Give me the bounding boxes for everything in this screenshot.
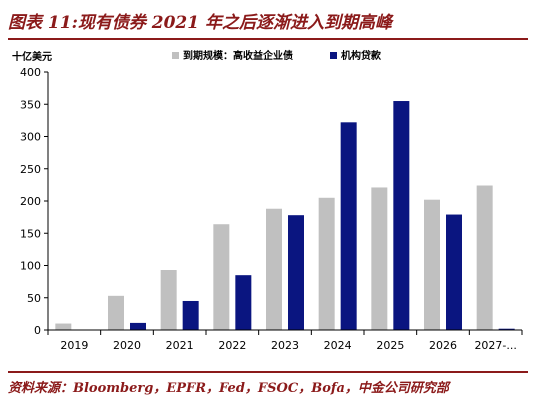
bar-high-yield bbox=[476, 185, 493, 330]
bar-high-yield bbox=[160, 270, 177, 330]
legend-swatch bbox=[172, 52, 179, 59]
x-tick-label: 2025 bbox=[376, 339, 404, 352]
y-tick-label: 400 bbox=[20, 66, 41, 79]
bar-high-yield bbox=[266, 208, 282, 330]
x-tick-label: 2022 bbox=[218, 339, 246, 352]
x-tick-label: 2024 bbox=[324, 339, 352, 352]
bar-high-yield bbox=[213, 224, 230, 330]
legend-label: 机构贷款 bbox=[341, 49, 382, 62]
bar-chart: 十亿美元 到期规模：高收益企业债 机构贷款 0 50 100 150 200 250 300 3… bbox=[12, 49, 523, 352]
y-axis: 0 50 100 150 200 250 300 350 400 bbox=[20, 66, 49, 337]
legend-label: 到期规模：高收益企业债 bbox=[183, 49, 293, 62]
chart-title: 图表 11:现有债券 2021 年之后逐渐进入到期高峰 bbox=[8, 13, 393, 33]
source-note: 资料来源：Bloomberg，EPFR，Fed，FSOC，Bofa，中金公司研究… bbox=[8, 381, 449, 396]
title-divider bbox=[8, 38, 528, 40]
footer-divider bbox=[8, 371, 528, 373]
x-tick-label: 2023 bbox=[271, 339, 299, 352]
bar-high-yield bbox=[318, 197, 335, 330]
y-tick-label: 50 bbox=[27, 292, 41, 305]
y-tick-label: 350 bbox=[20, 98, 41, 111]
y-tick-label: 250 bbox=[20, 163, 41, 176]
bar-high-yield bbox=[424, 199, 440, 330]
bar-high-yield bbox=[108, 295, 124, 330]
bar-leveraged-loan bbox=[182, 300, 199, 330]
y-tick-label: 100 bbox=[20, 260, 41, 273]
y-tick-label: 200 bbox=[20, 195, 41, 208]
bar-leveraged-loan bbox=[130, 322, 146, 330]
bar-high-yield bbox=[371, 187, 388, 330]
x-tick-label: 2020 bbox=[113, 339, 141, 352]
bar-leveraged-loan bbox=[446, 214, 462, 330]
bar-leveraged-loan bbox=[393, 101, 410, 331]
x-tick-label: 2026 bbox=[429, 339, 457, 352]
bar-leveraged-loan bbox=[288, 215, 304, 330]
y-axis-unit-label: 十亿美元 bbox=[12, 50, 52, 63]
x-axis: 2019 2020 2021 2022 2023 2024 2025 2026 2027-... bbox=[47, 329, 523, 352]
bar-leveraged-loan bbox=[340, 122, 357, 330]
x-tick-label: 2021 bbox=[166, 339, 194, 352]
bar-leveraged-loan bbox=[498, 328, 515, 330]
bar-leveraged-loan bbox=[235, 275, 252, 330]
y-tick-label: 150 bbox=[20, 227, 41, 240]
bar-high-yield bbox=[55, 323, 72, 330]
x-tick-label: 2019 bbox=[60, 339, 88, 352]
x-tick-label: 2027-... bbox=[474, 339, 516, 352]
legend-swatch bbox=[330, 52, 337, 59]
bars bbox=[55, 101, 515, 331]
y-tick-label: 0 bbox=[34, 324, 41, 337]
legend: 到期规模：高收益企业债 机构贷款 bbox=[172, 49, 382, 62]
y-tick-label: 300 bbox=[20, 131, 41, 144]
